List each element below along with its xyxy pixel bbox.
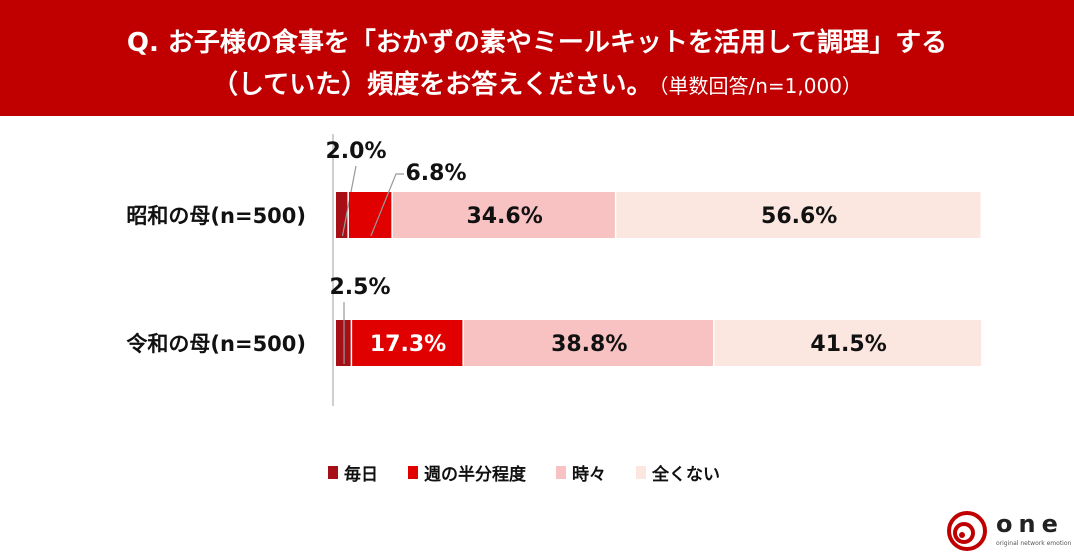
stacked-bar-chart: 昭和の母(n=500) 2.0% 6.8%34.6% 56.6% 令和の母(n=500)… <box>126 134 982 406</box>
bar-segment <box>714 320 982 366</box>
question-title-line2-text: （していた）頻度をお答えください。 <box>212 70 653 100</box>
category-label: 令和の母(n=500) <box>126 332 306 356</box>
legend-swatch <box>408 465 418 479</box>
bar-segment <box>463 320 714 366</box>
callout-line <box>370 173 404 237</box>
bar-segment <box>336 320 351 366</box>
bar-segment <box>352 320 463 366</box>
legend-item: 週の半分程度 <box>408 460 526 485</box>
logo-tagline: original network emotion <box>996 540 1072 547</box>
title-banner: Q. お子様の食事を「おかずの素やミールキットを活用して調理」する （していた）… <box>0 0 1074 116</box>
legend-label: 時々 <box>572 464 606 485</box>
sample-note: （単数回答/n=1,000） <box>658 74 862 98</box>
bar-segment <box>392 192 615 238</box>
logo-wordmark: one <box>996 510 1064 538</box>
legend-item: 毎日 <box>328 460 378 485</box>
data-label: 6.8% <box>405 161 466 186</box>
data-label: 56.6% <box>761 204 837 229</box>
data-label: 2.0% <box>325 139 386 164</box>
bar-segment <box>336 192 348 238</box>
category-label: 昭和の母(n=500) <box>126 204 306 228</box>
legend-item: 全くない <box>636 460 720 485</box>
bar-segment <box>616 192 981 238</box>
legend-label: 週の半分程度 <box>424 464 526 485</box>
data-label: 41.5% <box>810 332 886 357</box>
data-label: 2.5% <box>329 275 390 300</box>
data-label: 34.6% <box>466 204 542 229</box>
logo-mark-icon <box>947 511 987 551</box>
data-label: 17.3% <box>370 332 446 357</box>
legend-label: 全くない <box>652 464 720 485</box>
legend-label: 毎日 <box>344 464 378 485</box>
question-title-line1: Q. お子様の食事を「おかずの素やミールキットを活用して調理」する <box>126 28 948 58</box>
bar-segment <box>348 192 392 238</box>
legend-swatch <box>556 465 566 479</box>
data-label: 38.8% <box>551 332 627 357</box>
brand-logo: one original network emotion <box>946 510 1071 552</box>
legend-swatch <box>636 465 646 479</box>
question-title-line2: （していた）頻度をお答えください。 （単数回答/n=1,000） <box>0 64 1074 101</box>
legend-swatch <box>328 465 338 479</box>
legend-item: 時々 <box>556 460 606 485</box>
chart-legend: 毎日 週の半分程度 時々 全くない <box>328 460 750 485</box>
